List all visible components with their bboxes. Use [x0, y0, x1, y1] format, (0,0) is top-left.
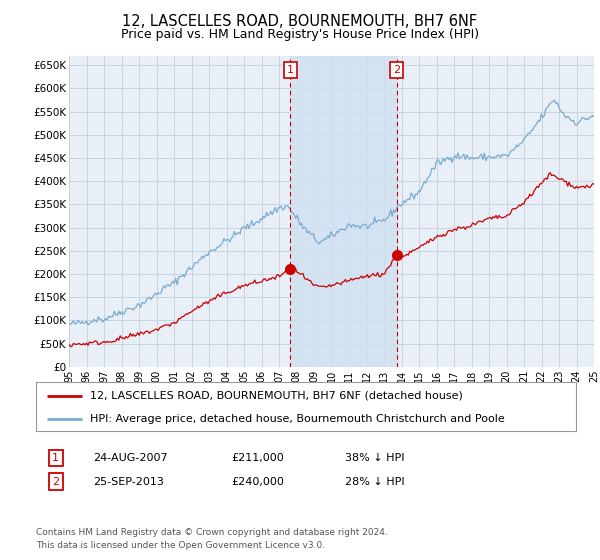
Text: 25-SEP-2013: 25-SEP-2013: [93, 477, 164, 487]
Text: Price paid vs. HM Land Registry's House Price Index (HPI): Price paid vs. HM Land Registry's House …: [121, 28, 479, 41]
Text: 12, LASCELLES ROAD, BOURNEMOUTH, BH7 6NF: 12, LASCELLES ROAD, BOURNEMOUTH, BH7 6NF: [122, 14, 478, 29]
Text: Contains HM Land Registry data © Crown copyright and database right 2024.
This d: Contains HM Land Registry data © Crown c…: [36, 529, 388, 550]
Text: HPI: Average price, detached house, Bournemouth Christchurch and Poole: HPI: Average price, detached house, Bour…: [90, 414, 505, 424]
Text: 1: 1: [52, 453, 59, 463]
Text: 24-AUG-2007: 24-AUG-2007: [93, 453, 167, 463]
Text: 28% ↓ HPI: 28% ↓ HPI: [345, 477, 404, 487]
Text: 1: 1: [287, 66, 294, 75]
Text: 12, LASCELLES ROAD, BOURNEMOUTH, BH7 6NF (detached house): 12, LASCELLES ROAD, BOURNEMOUTH, BH7 6NF…: [90, 391, 463, 401]
Text: £211,000: £211,000: [231, 453, 284, 463]
Text: 2: 2: [393, 66, 400, 75]
Text: £240,000: £240,000: [231, 477, 284, 487]
Text: 2: 2: [52, 477, 59, 487]
Bar: [290, 56, 397, 367]
Text: 38% ↓ HPI: 38% ↓ HPI: [345, 453, 404, 463]
